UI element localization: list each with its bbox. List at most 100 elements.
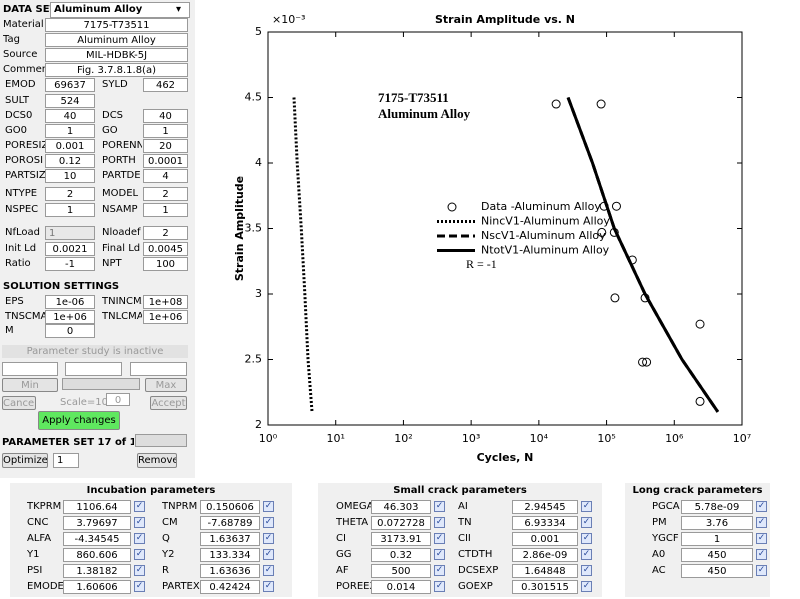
param-field[interactable]: 0.42424 (200, 580, 260, 594)
param-field[interactable]: 1.63636 (200, 564, 260, 578)
data-set-dropdown[interactable]: Aluminum Alloy (50, 2, 190, 18)
param-field[interactable]: 133.334 (200, 548, 260, 562)
param-field[interactable]: 100 (143, 257, 188, 271)
param-field[interactable]: 0.301515 (512, 580, 578, 594)
param-field[interactable]: 1 (45, 203, 95, 217)
optimize-button[interactable]: Optimize (2, 453, 48, 468)
param-checkbox[interactable]: ✓ (134, 581, 145, 592)
param-field[interactable]: 5.78e-09 (681, 500, 753, 514)
param-checkbox[interactable]: ✓ (756, 533, 767, 544)
param-checkbox[interactable]: ✓ (756, 517, 767, 528)
remove-button[interactable]: Remove (137, 453, 177, 468)
param-checkbox[interactable]: ✓ (581, 549, 592, 560)
param-checkbox[interactable]: ✓ (434, 581, 445, 592)
param-field[interactable]: 2 (143, 187, 188, 201)
param-checkbox[interactable]: ✓ (263, 565, 274, 576)
cancel-button[interactable]: Cancel (2, 396, 36, 410)
param-field[interactable]: 1 (45, 124, 95, 138)
study-field[interactable] (65, 362, 122, 376)
accept-button[interactable]: Accept (150, 396, 187, 410)
param-field[interactable]: 0.32 (371, 548, 431, 562)
param-field[interactable]: 20 (143, 139, 188, 153)
param-checkbox[interactable]: ✓ (434, 517, 445, 528)
param-field[interactable]: 1e+06 (143, 310, 188, 324)
param-field[interactable]: 450 (681, 548, 753, 562)
param-field[interactable]: 1 (143, 203, 188, 217)
param-checkbox[interactable]: ✓ (756, 549, 767, 560)
param-field[interactable]: 860.606 (63, 548, 131, 562)
param-field[interactable]: 1.60606 (63, 580, 131, 594)
param-field[interactable]: 3.79697 (63, 516, 131, 530)
param-checkbox[interactable]: ✓ (581, 565, 592, 576)
param-field[interactable]: 2 (45, 187, 95, 201)
text-field[interactable]: MIL-HDBK-5J (45, 48, 188, 62)
param-field[interactable]: 462 (143, 78, 188, 92)
param-field[interactable]: 2.86e-09 (512, 548, 578, 562)
param-checkbox[interactable]: ✓ (581, 517, 592, 528)
study-field[interactable] (130, 362, 187, 376)
param-field[interactable]: 500 (371, 564, 431, 578)
max-button[interactable]: Max (145, 378, 187, 392)
param-checkbox[interactable]: ✓ (263, 581, 274, 592)
param-field[interactable]: 1e-06 (45, 295, 95, 309)
param-checkbox[interactable]: ✓ (134, 565, 145, 576)
param-checkbox[interactable]: ✓ (134, 517, 145, 528)
param-field[interactable]: 1106.64 (63, 500, 131, 514)
param-field[interactable]: 0.0021 (45, 242, 95, 256)
text-field[interactable]: 7175-T73511 (45, 18, 188, 32)
param-checkbox[interactable]: ✓ (434, 501, 445, 512)
param-checkbox[interactable]: ✓ (263, 533, 274, 544)
param-field[interactable]: 2 (143, 226, 188, 240)
param-field[interactable]: 46.303 (371, 500, 431, 514)
study-field[interactable] (2, 362, 58, 376)
param-checkbox[interactable]: ✓ (756, 501, 767, 512)
slider[interactable] (62, 378, 140, 390)
param-checkbox[interactable]: ✓ (756, 565, 767, 576)
param-field[interactable]: 40 (45, 109, 95, 123)
param-field[interactable]: 1 (143, 124, 188, 138)
set-select[interactable]: 1 (53, 453, 79, 468)
param-field[interactable]: 40 (143, 109, 188, 123)
set-slider[interactable] (135, 434, 187, 447)
text-field[interactable]: Fig. 3.7.8.1.8(a) (45, 63, 188, 77)
param-checkbox[interactable]: ✓ (434, 565, 445, 576)
param-checkbox[interactable]: ✓ (134, 549, 145, 560)
param-field[interactable]: 0.150606 (200, 500, 260, 514)
param-field[interactable]: 1.64848 (512, 564, 578, 578)
param-checkbox[interactable]: ✓ (434, 533, 445, 544)
param-field[interactable]: 0.12 (45, 154, 95, 168)
param-field[interactable]: -1 (45, 257, 95, 271)
param-checkbox[interactable]: ✓ (263, 517, 274, 528)
param-checkbox[interactable]: ✓ (581, 533, 592, 544)
param-field[interactable]: -4.34545 (63, 532, 131, 546)
param-field[interactable]: 0.072728 (371, 516, 431, 530)
param-field[interactable]: -7.68789 (200, 516, 260, 530)
param-checkbox[interactable]: ✓ (581, 581, 592, 592)
scale-field[interactable]: 0 (106, 393, 130, 406)
param-field[interactable]: 10 (45, 169, 95, 183)
param-checkbox[interactable]: ✓ (434, 549, 445, 560)
param-field[interactable]: 450 (681, 564, 753, 578)
param-field[interactable]: 0.001 (512, 532, 578, 546)
param-field[interactable]: 1e+06 (45, 310, 95, 324)
param-field[interactable]: 6.93334 (512, 516, 578, 530)
param-field[interactable]: 0 (45, 324, 95, 338)
param-field[interactable]: 3173.91 (371, 532, 431, 546)
param-field[interactable]: 524 (45, 94, 95, 108)
param-field[interactable]: 1 (681, 532, 753, 546)
param-checkbox[interactable]: ✓ (134, 533, 145, 544)
param-field[interactable]: 3.76 (681, 516, 753, 530)
param-field[interactable]: 0.0001 (143, 154, 188, 168)
param-field[interactable]: 0.001 (45, 139, 95, 153)
param-field[interactable]: 1 (45, 226, 95, 240)
text-field[interactable]: Aluminum Alloy (45, 33, 188, 47)
apply-button[interactable]: Apply changes (38, 411, 120, 430)
param-checkbox[interactable]: ✓ (263, 501, 274, 512)
param-field[interactable]: 2.94545 (512, 500, 578, 514)
param-checkbox[interactable]: ✓ (581, 501, 592, 512)
param-checkbox[interactable]: ✓ (263, 549, 274, 560)
param-field[interactable]: 1.63637 (200, 532, 260, 546)
min-button[interactable]: Min (2, 378, 58, 392)
param-checkbox[interactable]: ✓ (134, 501, 145, 512)
param-field[interactable]: 0.0045 (143, 242, 188, 256)
